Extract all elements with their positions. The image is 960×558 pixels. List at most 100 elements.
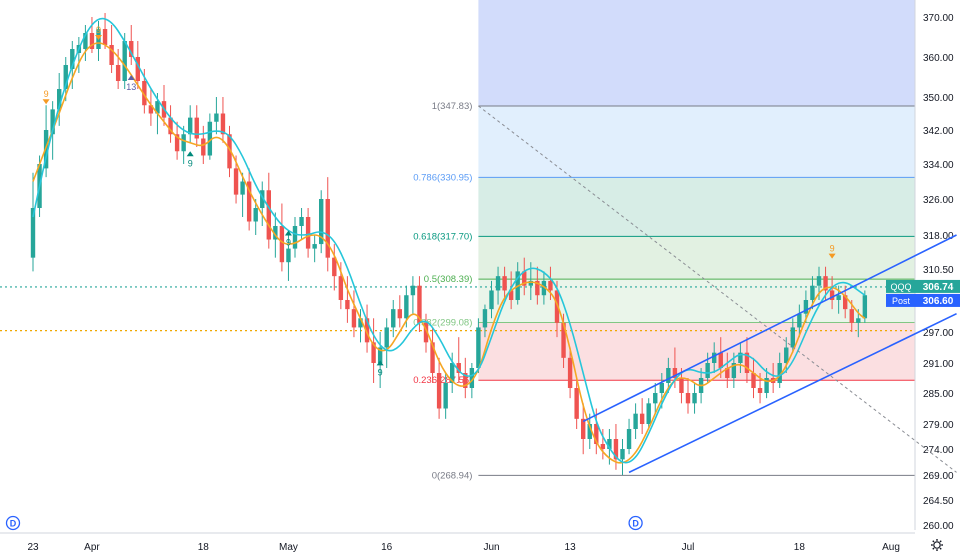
td-count-label: 9	[830, 244, 835, 254]
post-price-value: 306.60	[923, 296, 954, 307]
candle-body	[109, 45, 114, 65]
candle-body	[377, 347, 383, 363]
candle-body	[260, 190, 265, 208]
price-tick-label: 285.00	[923, 389, 954, 400]
candle-body	[646, 403, 651, 424]
trend-channel[interactable]	[478, 105, 957, 474]
fibonacci-retracement[interactable]: 1(347.83) 0.786(330.95) 0.618(317.70) 0.5(3…	[413, 0, 915, 481]
fib-level-label: 0.786(330.95)	[413, 172, 472, 183]
event-marker-circle	[628, 515, 643, 531]
candle-body	[751, 373, 756, 388]
candle-body	[325, 199, 330, 258]
channel-line-upper	[582, 234, 957, 423]
arrow-down-icon	[42, 99, 50, 105]
post-price-badge: Post 306.60	[886, 293, 960, 307]
fib-level-label: 0.382(299.08)	[413, 317, 472, 328]
candle-body	[561, 322, 566, 358]
candle-body	[63, 65, 68, 89]
gear-icon-tooth	[939, 540, 942, 543]
candle-body	[469, 368, 475, 388]
candle-body	[391, 309, 396, 328]
fib-level-label: 0(268.94)	[432, 470, 473, 481]
fib-zone	[478, 105, 915, 178]
fib-zone	[478, 236, 915, 280]
candle-body	[692, 393, 697, 404]
time-tick-label: 13	[565, 542, 577, 553]
dividend-icon[interactable]: D	[5, 515, 21, 531]
candle-body	[332, 257, 337, 277]
time-axis: 23 Apr 18 May 16 Jun 13 Jul 18 Aug D D	[0, 515, 960, 558]
candle-body	[502, 276, 507, 291]
candle-body	[574, 388, 579, 419]
price-tick-label: 342.00	[923, 126, 954, 137]
post-price-label: Post	[892, 296, 911, 306]
candle-body	[843, 295, 848, 310]
candle-body	[57, 89, 62, 110]
candle-body	[849, 309, 854, 323]
time-tick-label: May	[279, 542, 298, 553]
candle-body	[757, 388, 763, 393]
fib-zone	[478, 177, 915, 237]
candle-body	[358, 318, 363, 328]
candle-body	[430, 342, 435, 373]
candle-body	[738, 352, 743, 363]
candle-body	[292, 226, 298, 249]
candle-body	[155, 101, 160, 114]
price-tick-label: 264.50	[923, 496, 954, 507]
candle-body	[836, 295, 841, 300]
candle-body	[364, 318, 370, 343]
candle-body	[666, 368, 671, 383]
dividend-icon[interactable]: D	[628, 515, 643, 531]
candle-body	[744, 352, 750, 373]
candle-body	[659, 383, 664, 393]
candle-body	[122, 41, 127, 81]
candle-body	[816, 276, 822, 286]
candle-body	[233, 168, 239, 195]
candle-body	[207, 121, 213, 156]
candle-body	[83, 33, 88, 49]
fib-level-label: 0.236(287.56)	[413, 375, 472, 386]
candle-body	[731, 363, 737, 378]
candle-body	[829, 290, 835, 300]
arrow-down-icon	[828, 253, 836, 259]
candle-body	[188, 117, 193, 135]
candle-body	[174, 134, 180, 152]
candle-body	[450, 363, 455, 383]
candle-body	[286, 248, 291, 263]
gear-icon-core	[933, 541, 941, 549]
candle-body	[463, 373, 468, 388]
candle-body	[70, 49, 75, 69]
candle-body	[214, 113, 219, 122]
candle-body	[135, 57, 140, 81]
price-tick-label: 274.00	[923, 445, 954, 456]
candle-body	[784, 347, 789, 363]
price-tick-label: 350.00	[923, 93, 954, 104]
candle-body	[718, 352, 723, 368]
td-count-label: 9	[96, 25, 101, 35]
candle-body	[338, 276, 344, 300]
candle-body	[679, 378, 684, 393]
candle-body	[371, 342, 376, 363]
moving-average-fast	[32, 42, 866, 464]
candle-body	[279, 226, 285, 263]
candle-body	[351, 309, 357, 328]
candle-body	[554, 290, 560, 323]
candle-body	[345, 300, 350, 310]
gear-icon-tooth	[932, 540, 935, 543]
candle-body	[567, 357, 573, 388]
td-count-label: 9	[286, 238, 291, 248]
candle-body	[476, 327, 481, 368]
candle-body	[443, 383, 448, 409]
time-tick-label: 16	[381, 542, 393, 553]
price-tick-label: 269.00	[923, 471, 954, 482]
candle-body	[397, 309, 402, 319]
candle-body	[653, 393, 658, 404]
event-marker-label: D	[10, 519, 17, 529]
channel-line-lower	[628, 312, 957, 474]
price-tick-label: 279.00	[923, 420, 954, 431]
price-tick-label: 370.00	[923, 13, 954, 24]
fib-level-label: 0.5(308.39)	[424, 274, 473, 285]
gear-icon[interactable]	[931, 539, 943, 551]
arrow-up-icon	[376, 360, 384, 366]
